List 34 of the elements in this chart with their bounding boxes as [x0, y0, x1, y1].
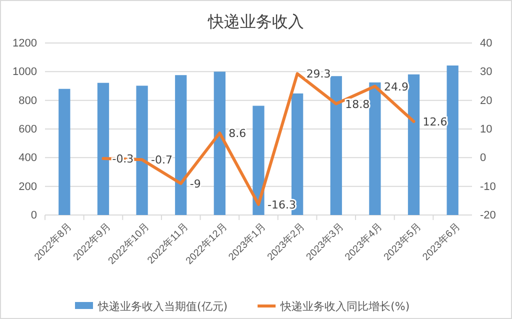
y-tick-label: 1000: [12, 66, 37, 78]
data-label: 8.6: [228, 127, 246, 140]
bar: [252, 106, 264, 215]
data-label: 18.8: [345, 98, 370, 111]
y2-tick-label: 20: [480, 94, 492, 107]
y2-tick-label: -10: [480, 180, 496, 193]
bar: [214, 72, 226, 215]
y-tick-label: 1200: [12, 38, 37, 50]
y2-tick-label: 30: [480, 66, 492, 78]
data-label: -0.7: [151, 154, 173, 167]
bar: [136, 86, 148, 215]
data-label: 29.3: [306, 68, 331, 81]
data-label: 24.9: [384, 80, 408, 94]
bar: [369, 82, 381, 215]
y2-tick-label: 10: [480, 124, 492, 136]
legend-label: 快递业务收入同比增长(%): [280, 300, 410, 313]
chart-title: 快递业务收入: [207, 12, 304, 31]
bar: [97, 82, 110, 215]
y2-tick-label: 0: [480, 152, 486, 164]
data-label: 12.6: [422, 116, 448, 129]
legend-label: 快递业务收入当期值(亿元): [97, 300, 228, 313]
bar: [408, 74, 420, 215]
y2-tick-label: -20: [480, 210, 496, 222]
bar: [175, 75, 187, 215]
y-tick-label: 400: [18, 152, 37, 164]
bar: [58, 88, 70, 215]
y2-tick-label: 40: [480, 38, 492, 50]
y-tick-label: 0: [30, 210, 37, 222]
bar: [330, 76, 342, 215]
bar: [446, 66, 458, 215]
data-label: -9: [190, 177, 201, 190]
y-tick-label: 800: [18, 94, 37, 107]
y-tick-label: 600: [18, 124, 37, 136]
y-tick-label: 200: [18, 180, 37, 193]
